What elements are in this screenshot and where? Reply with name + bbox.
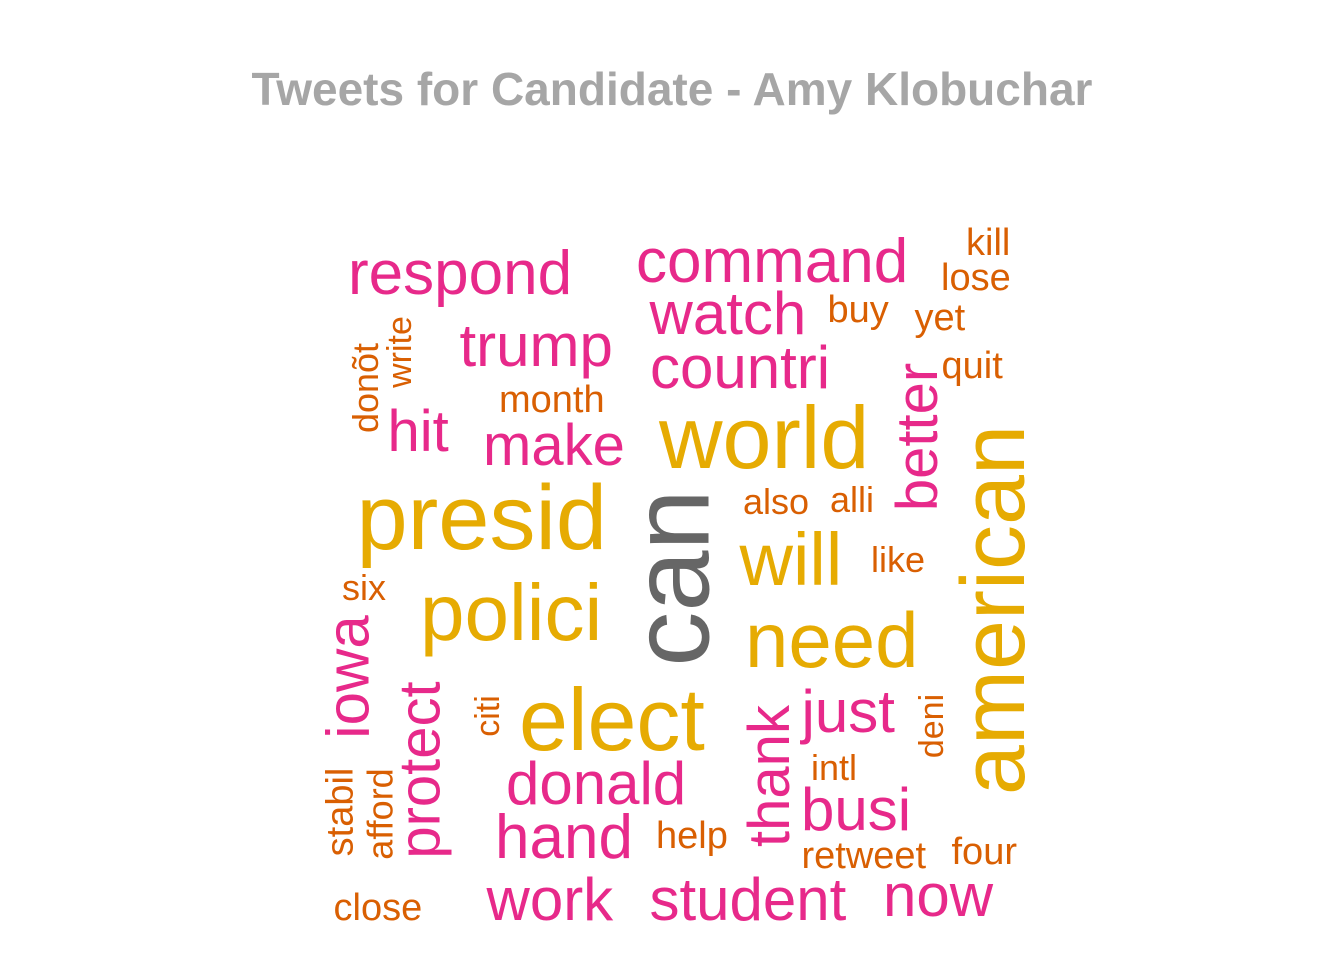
word-25: busi bbox=[801, 776, 912, 843]
word-27: lose bbox=[941, 257, 1011, 299]
word-46: close bbox=[333, 887, 423, 929]
word-14: make bbox=[483, 413, 625, 478]
word-21: student bbox=[649, 866, 847, 933]
word-42: afford bbox=[359, 768, 401, 860]
word-40: intl bbox=[811, 747, 858, 788]
word-8: respond bbox=[348, 239, 573, 308]
word-29: yet bbox=[914, 297, 966, 339]
word-44: retweet bbox=[801, 835, 927, 877]
word-43: help bbox=[656, 815, 728, 857]
word-3: american bbox=[944, 424, 1045, 796]
word-9: command bbox=[636, 227, 909, 296]
word-12: countri bbox=[650, 334, 831, 401]
word-4: elect bbox=[519, 670, 705, 769]
word-0: can bbox=[609, 489, 733, 667]
word-41: stabil bbox=[318, 767, 361, 857]
word-15: better bbox=[885, 362, 951, 512]
word-18: donald bbox=[506, 750, 687, 817]
word-45: four bbox=[951, 831, 1017, 873]
word-11: trump bbox=[459, 312, 613, 379]
word-31: write bbox=[380, 316, 419, 388]
word-26: kill bbox=[966, 222, 1011, 264]
word-32: donõt bbox=[345, 342, 387, 434]
word-7: will bbox=[739, 518, 843, 601]
word-2: world bbox=[659, 388, 870, 487]
word-1: presid bbox=[356, 467, 608, 569]
word-22: now bbox=[883, 862, 994, 929]
word-16: iowa bbox=[314, 615, 382, 739]
word-39: deni bbox=[913, 693, 952, 759]
word-37: six bbox=[342, 567, 386, 608]
word-33: month bbox=[499, 379, 605, 421]
word-36: like bbox=[871, 539, 926, 580]
word-23: thank bbox=[736, 705, 802, 847]
word-30: quit bbox=[941, 345, 1003, 387]
word-19: hand bbox=[495, 803, 633, 872]
word-28: buy bbox=[827, 289, 889, 331]
word-35: alli bbox=[830, 479, 875, 520]
word-34: also bbox=[743, 481, 810, 522]
word-5: polici bbox=[420, 568, 603, 657]
word-6: need bbox=[745, 596, 919, 684]
word-24: just bbox=[801, 678, 895, 745]
word-38: citi bbox=[468, 695, 507, 737]
word-10: watch bbox=[649, 280, 807, 347]
chart-title: Tweets for Candidate - Amy Klobuchar bbox=[251, 63, 1093, 115]
word-13: hit bbox=[387, 399, 449, 464]
word-20: work bbox=[486, 866, 614, 933]
